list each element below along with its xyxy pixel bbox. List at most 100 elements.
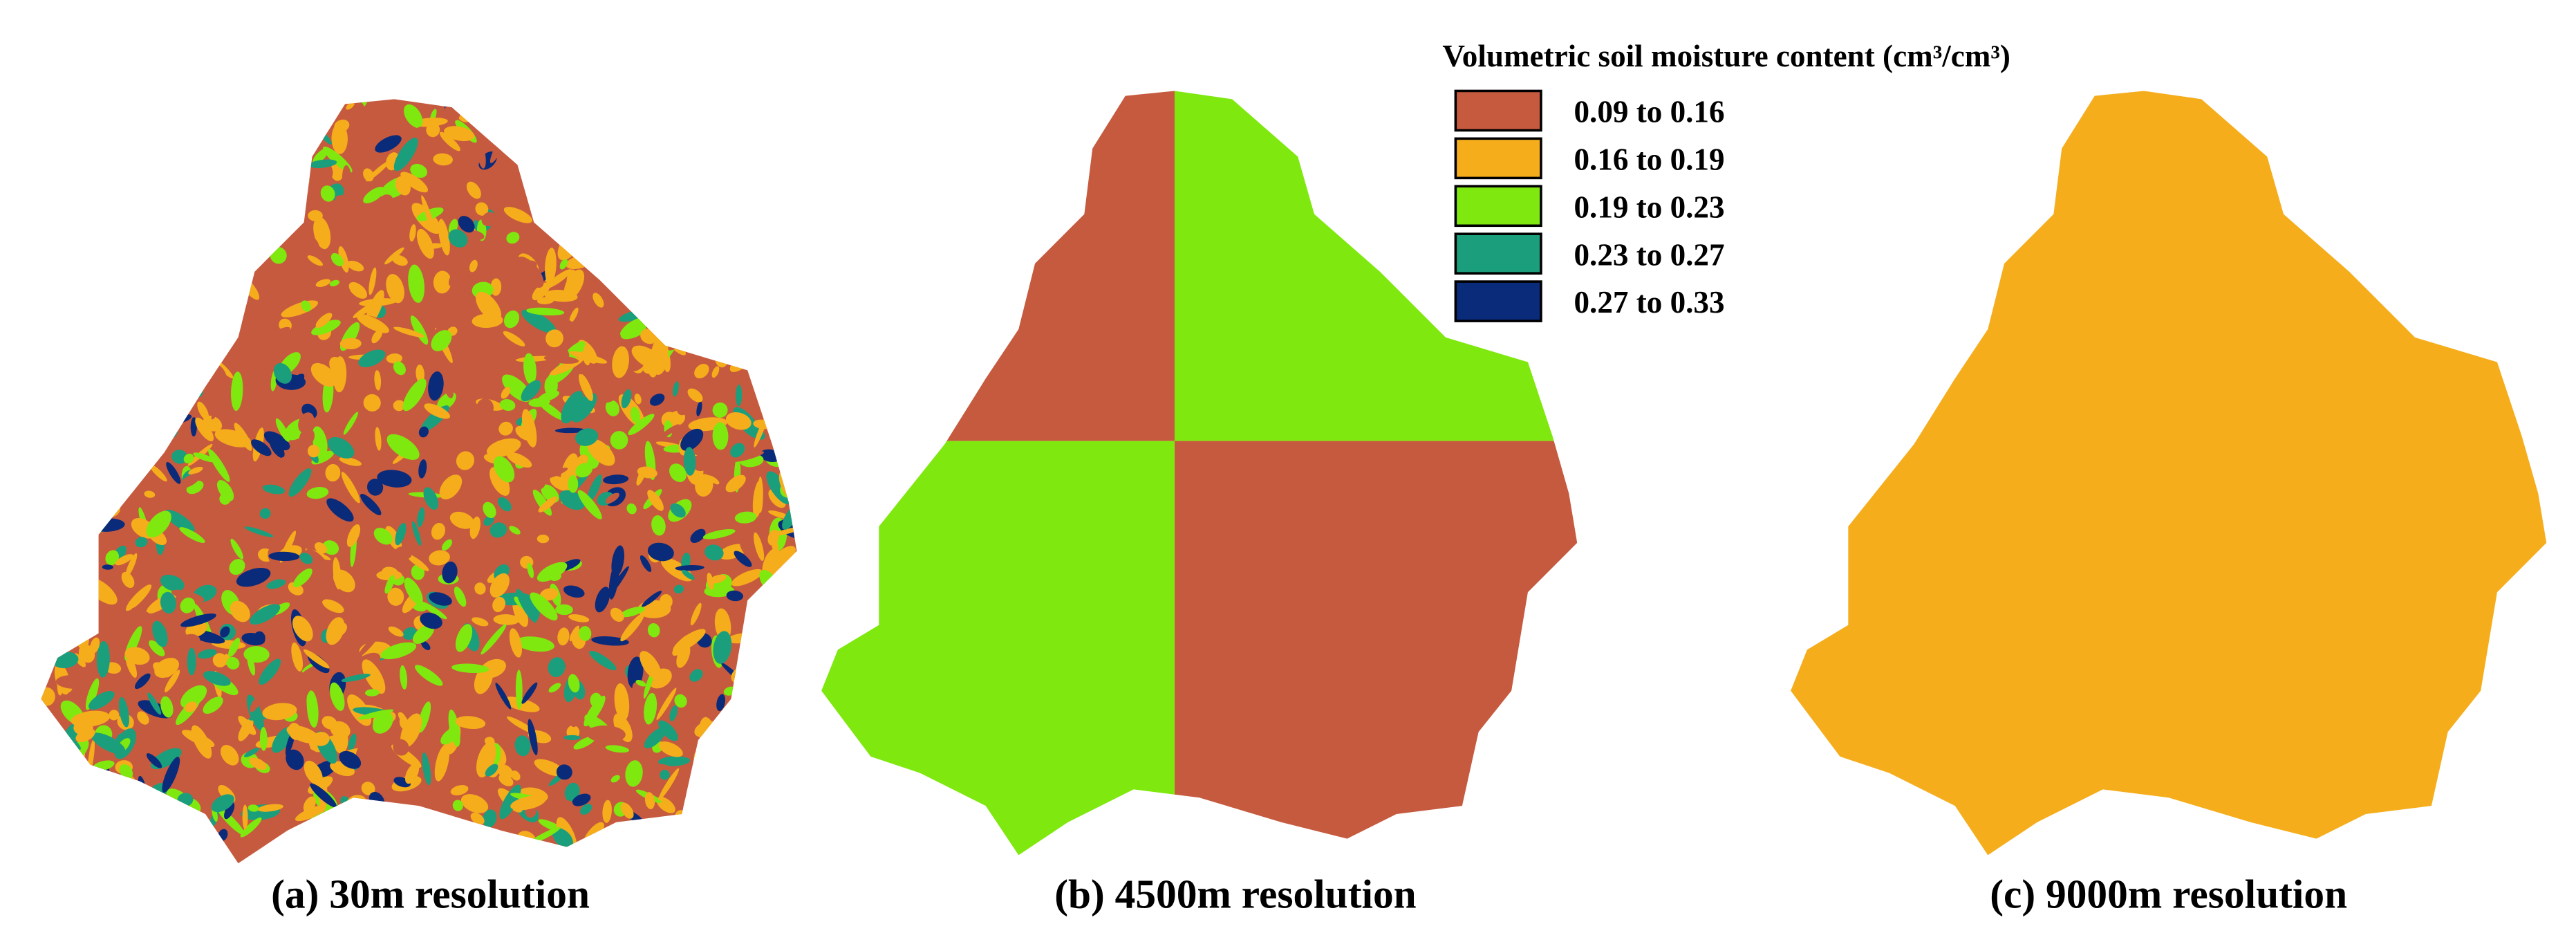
map-patch bbox=[637, 466, 657, 479]
map-patch bbox=[295, 805, 326, 822]
map-patch bbox=[722, 246, 747, 268]
map-patch bbox=[57, 216, 87, 241]
map-patch bbox=[690, 602, 702, 626]
map-patch bbox=[351, 821, 377, 839]
map-patch bbox=[380, 642, 417, 660]
map-patch bbox=[528, 719, 538, 755]
map-patch bbox=[113, 356, 122, 382]
map-patch bbox=[85, 678, 100, 710]
map-patch bbox=[783, 286, 797, 313]
map-patch bbox=[301, 300, 311, 312]
map-patch bbox=[583, 105, 600, 139]
map-patch bbox=[720, 182, 734, 198]
map-patch bbox=[160, 340, 170, 361]
map-patch bbox=[603, 474, 629, 485]
map-patch bbox=[771, 539, 779, 553]
map-patch bbox=[521, 145, 536, 160]
legend-label: 0.19 to 0.23 bbox=[1574, 190, 1724, 224]
map-patch bbox=[142, 425, 161, 447]
map-patch bbox=[413, 625, 434, 644]
map-patch bbox=[439, 131, 460, 151]
map-patch bbox=[100, 168, 125, 176]
map-patch bbox=[334, 119, 350, 133]
map-patch bbox=[315, 542, 328, 554]
map-patch bbox=[569, 351, 608, 364]
map-patch bbox=[180, 329, 200, 352]
map-patch bbox=[419, 601, 447, 620]
map-patch bbox=[162, 368, 174, 396]
map-patch bbox=[572, 793, 591, 806]
map-patch bbox=[46, 476, 65, 492]
map-patch bbox=[297, 117, 325, 137]
map-patch bbox=[657, 151, 686, 164]
map-patch bbox=[587, 438, 615, 466]
map-patch bbox=[761, 793, 782, 810]
map-patch bbox=[738, 525, 752, 555]
map-patch bbox=[334, 341, 342, 351]
map-patch bbox=[761, 313, 793, 327]
map-patch bbox=[259, 214, 272, 247]
map-patch bbox=[552, 534, 563, 566]
map-patch bbox=[133, 326, 153, 353]
map-patch bbox=[238, 120, 254, 144]
map-patch bbox=[374, 370, 382, 391]
map-patch bbox=[622, 195, 637, 211]
map-patch bbox=[747, 670, 778, 694]
map-patch bbox=[438, 219, 450, 256]
map-patch bbox=[573, 736, 596, 750]
map-patch bbox=[634, 394, 642, 405]
map-patch bbox=[725, 474, 746, 492]
map-patch bbox=[250, 695, 261, 712]
map-patch bbox=[790, 456, 797, 477]
map-patch bbox=[339, 456, 362, 466]
map-patch bbox=[448, 229, 468, 248]
map-patch bbox=[756, 382, 770, 392]
map-patch bbox=[669, 705, 678, 721]
map-patch bbox=[615, 224, 624, 247]
map-patch bbox=[778, 631, 797, 639]
map-patch bbox=[509, 628, 522, 658]
map-patch bbox=[224, 802, 235, 820]
map-patch bbox=[743, 353, 763, 369]
map-patch bbox=[277, 111, 288, 139]
map-patch bbox=[299, 428, 315, 446]
map-patch bbox=[605, 745, 630, 753]
map-patch bbox=[696, 401, 702, 416]
map-patch bbox=[604, 153, 617, 172]
map-patch bbox=[131, 99, 147, 133]
map-patch bbox=[243, 237, 259, 254]
map-patch bbox=[41, 828, 67, 842]
map-patch bbox=[642, 591, 662, 607]
map-patch bbox=[785, 585, 797, 609]
map-patch bbox=[420, 612, 442, 629]
map-patch bbox=[673, 629, 706, 653]
map-patch bbox=[149, 640, 165, 656]
map-patch bbox=[715, 99, 729, 111]
map-patch bbox=[669, 463, 687, 483]
map-patch bbox=[586, 725, 626, 743]
map-patch bbox=[259, 508, 271, 519]
map-patch bbox=[358, 349, 386, 367]
map-patch bbox=[259, 658, 281, 685]
map-patch bbox=[598, 131, 625, 147]
map-patch bbox=[702, 529, 736, 539]
map-patch bbox=[355, 739, 374, 763]
map-patch bbox=[244, 526, 274, 537]
map-patch bbox=[41, 575, 43, 589]
map-patch bbox=[384, 247, 404, 265]
map-patch bbox=[477, 142, 486, 169]
map-patch bbox=[748, 122, 761, 141]
map-patch bbox=[388, 626, 404, 637]
map-patch bbox=[180, 254, 192, 277]
map-patch bbox=[55, 99, 67, 102]
map-patch bbox=[503, 207, 532, 223]
map-patch bbox=[398, 712, 407, 723]
map-patch bbox=[174, 170, 204, 198]
map-patch bbox=[138, 413, 152, 425]
map-patch bbox=[151, 201, 171, 219]
map-patch bbox=[501, 387, 511, 399]
map-patch bbox=[500, 102, 513, 109]
map-patch bbox=[80, 174, 109, 192]
map-patch bbox=[563, 735, 581, 741]
map-patch bbox=[196, 176, 208, 191]
